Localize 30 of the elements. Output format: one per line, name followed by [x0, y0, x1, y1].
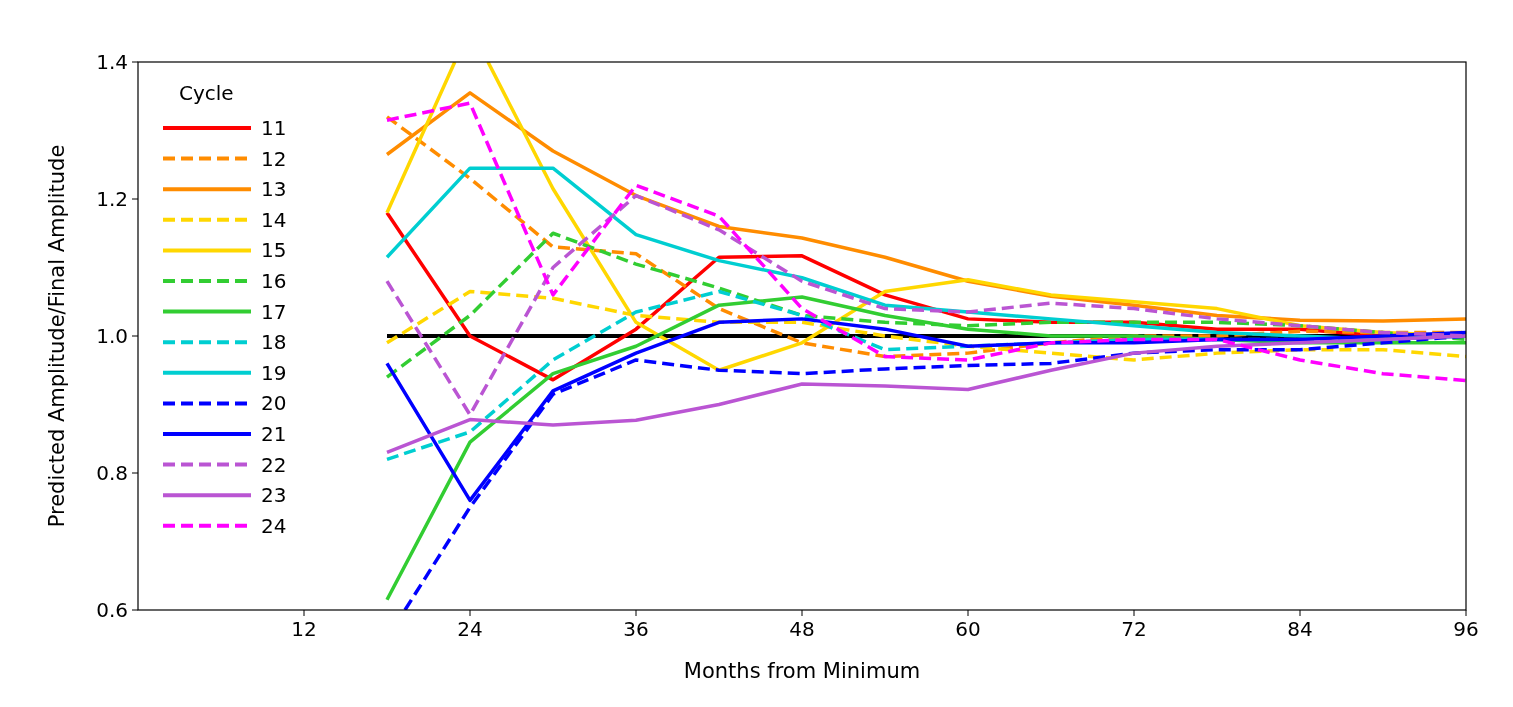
legend-label: 12 — [261, 146, 287, 171]
legend-label: 24 — [261, 513, 287, 538]
legend-label: 22 — [261, 452, 287, 477]
legend-label: 15 — [261, 238, 287, 263]
x-tick-label: 24 — [457, 617, 483, 641]
y-tick-label: 1.0 — [96, 324, 128, 348]
x-tick-label: 84 — [1287, 617, 1313, 641]
legend-label: 21 — [261, 422, 287, 446]
legend-title: Cycle — [179, 81, 234, 105]
legend-label: 20 — [261, 391, 287, 416]
legend-label: 19 — [261, 360, 287, 385]
y-tick-label: 1.4 — [96, 50, 128, 74]
x-tick-label: 48 — [789, 617, 815, 641]
y-tick-label: 0.6 — [96, 598, 128, 622]
x-tick-label: 36 — [623, 617, 649, 641]
legend-label: 13 — [261, 177, 287, 202]
x-axis-title: Months from Minimum — [683, 659, 921, 683]
legend-label: 14 — [261, 207, 287, 232]
x-tick-label: 72 — [1121, 617, 1147, 641]
legend-label: 23 — [261, 483, 287, 508]
legend-label: 17 — [261, 299, 287, 324]
x-tick-label: 60 — [955, 617, 981, 641]
legend-label: 16 — [261, 269, 287, 293]
x-tick-label: 12 — [291, 617, 317, 641]
legend-label: 18 — [261, 330, 287, 355]
x-tick-label: 96 — [1453, 617, 1479, 641]
y-tick-label: 1.2 — [96, 187, 128, 211]
legend-label: 11 — [261, 116, 287, 140]
y-tick-label: 0.8 — [96, 461, 128, 485]
y-axis-title: Predicted Amplitude/Final Amplitude — [45, 144, 69, 528]
